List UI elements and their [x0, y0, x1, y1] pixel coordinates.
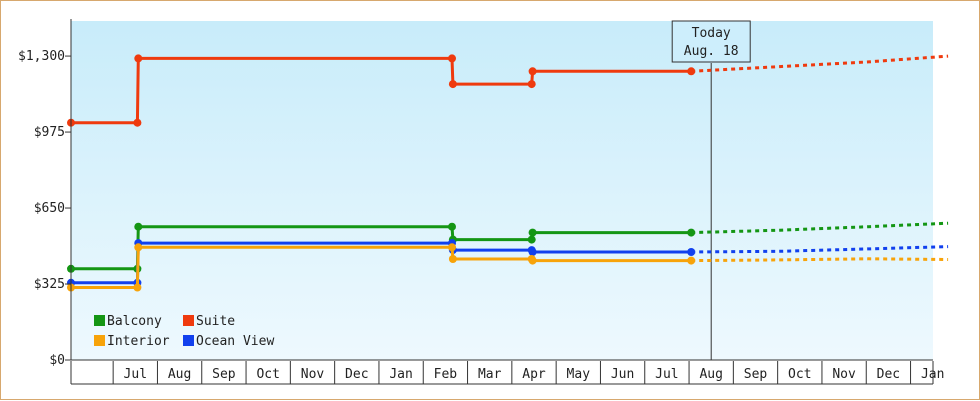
data-point-suite — [448, 54, 456, 63]
legend-swatch-interior — [94, 335, 105, 346]
series-forecast-suite — [691, 54, 949, 73]
data-point-suite — [528, 67, 537, 76]
x-tick-label: Nov — [301, 367, 325, 382]
data-point-interior — [133, 283, 142, 292]
x-tick-label: Oct — [788, 367, 811, 382]
series-forecast-interior — [691, 257, 949, 263]
data-point-balcony — [528, 228, 537, 237]
series-interior — [67, 243, 949, 292]
x-tick-label: Feb — [434, 367, 458, 382]
legend-label-balcony: Balcony — [107, 314, 162, 329]
x-tick-label: Mar — [478, 367, 502, 382]
legend-label-suite: Suite — [196, 314, 235, 329]
series-forecast-balcony — [691, 221, 949, 235]
data-point-interior — [448, 243, 456, 252]
data-point-interior — [448, 255, 457, 263]
x-tick-label: Apr — [522, 367, 546, 382]
data-point-ocean-view — [687, 248, 696, 256]
y-tick-label: $325 — [34, 277, 65, 292]
x-tick-label: Jul — [124, 367, 147, 382]
data-point-interior — [687, 256, 696, 265]
data-point-suite — [527, 80, 536, 89]
data-point-balcony — [448, 222, 456, 231]
data-point-balcony — [134, 222, 143, 231]
x-tick-label: Sep — [212, 367, 236, 382]
data-point-interior — [528, 256, 537, 265]
x-tick-label: Jul — [655, 367, 678, 382]
data-point-suite — [134, 54, 143, 63]
legend-swatch-ocean-view — [183, 335, 194, 346]
x-tick-label: Dec — [877, 367, 900, 382]
legend-label-interior: Interior — [107, 334, 170, 349]
x-tick-label: May — [567, 367, 591, 382]
x-tick-label: Aug — [168, 367, 191, 382]
series-suite — [67, 54, 949, 127]
today-date: Aug. 18 — [684, 44, 739, 59]
x-tick-label: Dec — [345, 367, 368, 382]
data-point-balcony — [687, 228, 696, 237]
data-point-suite — [687, 67, 696, 76]
series-forecast-ocean-view — [691, 245, 949, 254]
data-point-balcony — [527, 235, 536, 244]
today-label: Today — [692, 26, 731, 41]
x-tick-label: Sep — [744, 367, 768, 382]
legend-swatch-balcony — [94, 315, 105, 326]
x-tick-label: Jun — [611, 367, 634, 382]
x-tick-label: Oct — [256, 367, 279, 382]
x-tick-label: Nov — [832, 367, 856, 382]
x-tick-label: Jan — [389, 367, 412, 382]
data-point-interior — [134, 243, 143, 252]
x-tick-label: Aug — [699, 367, 722, 382]
today-box — [671, 20, 751, 63]
y-tick-label: $975 — [34, 125, 65, 140]
y-tick-label: $650 — [34, 201, 65, 216]
data-point-suite — [133, 118, 142, 127]
legend-label-ocean-view: Ocean View — [196, 334, 274, 349]
y-tick-label: $0 — [49, 353, 65, 368]
data-point-ocean-view — [528, 248, 537, 256]
data-point-suite — [448, 80, 457, 89]
plot-background — [71, 21, 933, 360]
legend-swatch-suite — [183, 315, 194, 326]
y-tick-label: $1,300 — [18, 49, 65, 64]
